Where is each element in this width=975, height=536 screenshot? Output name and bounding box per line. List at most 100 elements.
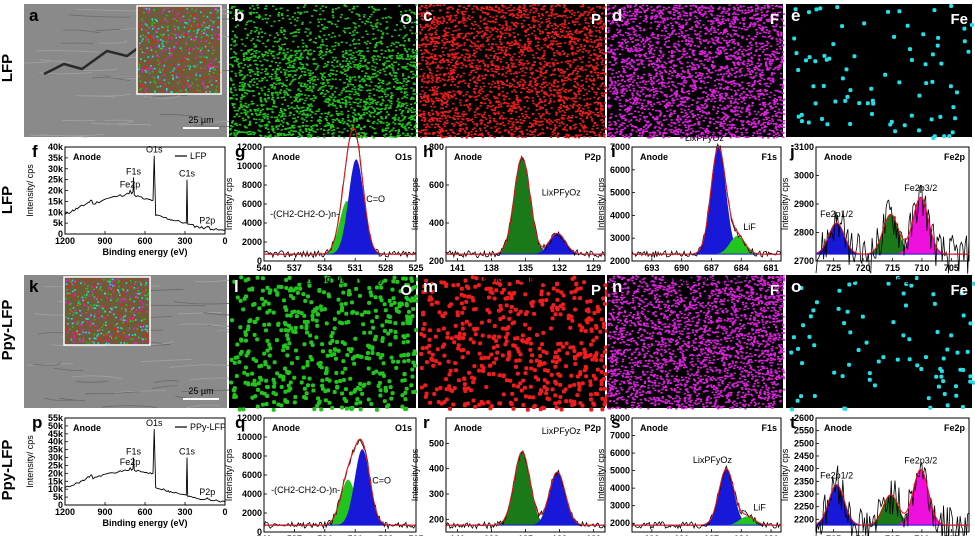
map-dot [316,46,319,49]
map-dot [592,41,596,44]
map-dot [560,68,563,71]
map-dot [596,57,600,60]
map-dot [234,89,237,91]
map-dot [282,96,286,99]
map-dot [565,9,569,12]
map-dot [399,44,402,47]
map-dot [423,114,426,117]
map-dot [387,113,390,116]
map-dot [323,18,326,20]
map-dot [398,86,401,88]
inset-dot [177,67,180,70]
map-dot [484,102,487,105]
map-dot [503,98,506,101]
map-dot [529,26,532,29]
map-dot [534,121,538,123]
map-dot [544,99,547,101]
map-dot [284,53,288,56]
map-dot [589,103,592,106]
inset-dot [156,35,158,38]
map-dot [602,72,605,74]
map-dot [283,73,286,76]
map-dot [434,27,437,29]
map-dot [258,40,261,43]
map-dot [577,90,580,93]
map-dot [303,11,306,13]
map-dot [426,13,429,16]
map-dot [600,57,603,60]
map-dot [596,64,599,67]
map-dot [498,68,501,71]
map-dot [368,85,371,87]
map-dot [378,56,381,58]
map-dot [283,36,286,39]
map-dot [347,119,350,122]
map-dot [555,24,558,27]
map-dot [352,38,355,41]
map-dot [512,72,515,75]
map-dot [360,85,363,88]
map-dot [298,136,301,139]
map-dot [511,123,514,125]
map-dot [398,81,402,84]
map-dot [308,72,311,74]
map-dot [407,39,411,42]
map-dot [508,86,512,88]
map-dot [412,51,415,54]
map-dot [301,121,305,124]
map-dot [601,115,604,117]
map-dot [354,113,357,116]
map-dot [591,20,594,23]
map-dot [576,46,579,49]
map-dot [240,106,243,108]
map-dot [570,48,574,51]
map-dot [302,102,306,105]
map-dot [558,94,561,97]
map-dot [305,85,308,88]
map-dot [270,125,274,128]
map-dot [403,88,406,90]
map-dot [527,107,530,110]
inset-dot [185,43,188,45]
inset-dot [216,11,219,14]
map-dot [288,127,291,129]
map-dot [554,124,557,126]
map-dot [299,130,302,132]
map-dot [573,93,576,95]
inset-dot [144,23,147,25]
map-dot [256,86,259,89]
map-dot [454,53,457,56]
map-dot [344,52,347,55]
sem-texture [24,61,51,64]
map-dot [569,11,572,13]
map-dot [575,29,578,32]
inset-dot [193,40,196,43]
inset-dot [200,82,203,85]
map-dot [476,8,480,11]
map-dot [334,8,338,10]
map-dot [457,63,460,65]
map-dot [590,118,594,120]
inset-dot [155,31,158,33]
inset-dot [143,91,145,94]
map-dot [278,47,282,49]
map-dot [526,40,530,43]
map-dot [584,21,588,24]
map-dot [462,118,465,121]
map-dot [586,28,589,31]
map-dot [332,16,335,19]
map-dot [540,83,544,86]
inset-dot [189,15,192,17]
map-dot [284,115,287,117]
map-dot [507,122,510,125]
inset-dot [189,84,192,87]
map-dot [518,125,521,128]
map-dot [429,43,432,46]
inset-dot [159,61,161,64]
map-dot [491,20,494,23]
map-dot [297,132,300,134]
map-dot [427,113,430,116]
map-dot [357,98,360,100]
map-dot [291,65,294,67]
inset-dot [153,67,156,70]
